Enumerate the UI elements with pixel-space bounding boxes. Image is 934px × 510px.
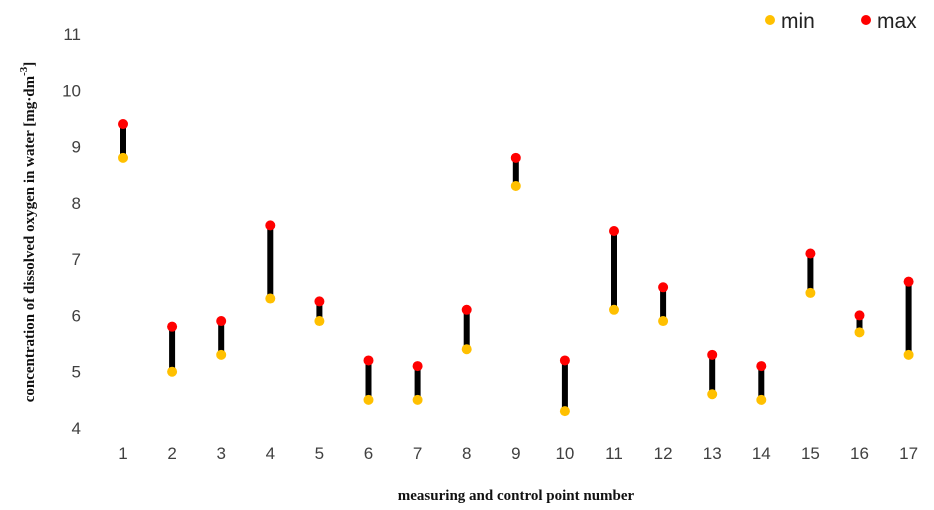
x-tick-label: 16 xyxy=(850,444,869,463)
x-axis-title: measuring and control point number xyxy=(398,488,635,504)
x-tick-label: 12 xyxy=(654,444,673,463)
legend-max-marker xyxy=(861,15,871,25)
max-point xyxy=(167,321,178,332)
range-bar xyxy=(905,281,912,355)
min-point xyxy=(216,349,227,360)
x-tick-label: 9 xyxy=(511,444,520,463)
max-point xyxy=(609,226,619,236)
range-bar xyxy=(218,321,225,355)
x-tick-label: 7 xyxy=(413,444,422,463)
min-point xyxy=(265,293,276,304)
y-tick-label: 10 xyxy=(62,81,81,100)
x-tick-label: 2 xyxy=(167,444,176,463)
max-point xyxy=(805,248,816,259)
min-point xyxy=(167,366,178,377)
x-tick-label: 3 xyxy=(216,444,225,463)
range-bar xyxy=(611,231,617,310)
min-point xyxy=(756,394,767,405)
max-point xyxy=(854,310,865,321)
range-bar xyxy=(856,315,863,333)
range-bar xyxy=(316,301,323,322)
range-bar xyxy=(414,366,421,400)
min-point xyxy=(461,344,472,355)
x-tick-label: 6 xyxy=(364,444,373,463)
x-axis-ticks: 1 2 3 4 5 6 7 8 9 10 11 12 13 14 15 16 17 xyxy=(118,444,918,463)
range-bar xyxy=(169,326,176,372)
max-point xyxy=(461,304,472,315)
max-point xyxy=(707,349,718,360)
x-tick-label: 13 xyxy=(703,444,722,463)
x-tick-label: 5 xyxy=(315,444,324,463)
range-bar xyxy=(463,309,470,350)
max-point xyxy=(756,361,767,372)
y-tick-label: 11 xyxy=(63,25,81,44)
range-bar xyxy=(120,124,126,158)
legend-min-marker xyxy=(765,15,775,25)
y-tick-label: 6 xyxy=(72,306,81,325)
max-point xyxy=(216,316,227,327)
max-point xyxy=(314,296,325,307)
y-axis-ticks: 4 5 6 7 8 9 10 11 xyxy=(62,25,81,438)
max-point xyxy=(118,119,128,130)
y-tick-label: 5 xyxy=(72,363,81,382)
x-tick-label: 1 xyxy=(118,444,127,463)
legend-min-label: min xyxy=(781,10,815,33)
min-point xyxy=(314,316,325,327)
x-tick-label: 15 xyxy=(801,444,820,463)
x-tick-label: 10 xyxy=(555,444,574,463)
range-bar xyxy=(758,366,765,400)
y-axis-title-superscript: -3 xyxy=(18,66,30,76)
max-points xyxy=(118,119,914,372)
x-tick-label: 8 xyxy=(462,444,471,463)
y-tick-label: 9 xyxy=(72,138,81,157)
legend: min max xyxy=(765,10,917,33)
range-bar xyxy=(561,360,568,412)
max-point xyxy=(559,355,570,366)
min-point xyxy=(363,394,374,405)
max-point xyxy=(412,361,423,372)
min-point xyxy=(118,152,128,163)
range-bar xyxy=(267,225,274,299)
min-point xyxy=(903,349,914,360)
min-point xyxy=(559,406,570,417)
x-tick-label: 17 xyxy=(899,444,918,463)
range-bar xyxy=(807,253,814,293)
min-point xyxy=(805,287,816,298)
min-point xyxy=(854,327,865,338)
svg-text:concentration of dissolved oxy: concentration of dissolved oxygen in wat… xyxy=(18,62,38,403)
y-tick-label: 7 xyxy=(72,250,81,269)
max-point xyxy=(363,355,374,366)
y-tick-label: 8 xyxy=(72,194,81,213)
min-point xyxy=(658,316,669,327)
y-axis-title-close: ] xyxy=(22,62,38,67)
y-axis-title: concentration of dissolved oxygen in wat… xyxy=(18,62,38,403)
y-axis-title-main: concentration of dissolved oxygen in wat… xyxy=(22,75,38,402)
range-bar xyxy=(365,360,372,400)
max-point xyxy=(265,220,276,231)
x-tick-label: 11 xyxy=(605,444,623,463)
max-point xyxy=(658,282,669,293)
x-tick-label: 14 xyxy=(752,444,771,463)
min-point xyxy=(510,180,521,191)
min-point xyxy=(707,389,718,400)
min-point xyxy=(609,304,619,315)
legend-max-label: max xyxy=(877,10,917,33)
range-bar xyxy=(660,287,667,322)
range-bar xyxy=(709,354,716,395)
max-point xyxy=(510,152,521,163)
range-bars xyxy=(120,124,912,412)
max-point xyxy=(903,276,914,287)
min-points xyxy=(118,152,914,417)
range-bar xyxy=(512,157,519,186)
y-tick-label: 4 xyxy=(72,419,81,438)
x-tick-label: 4 xyxy=(266,444,275,463)
min-point xyxy=(412,394,423,405)
